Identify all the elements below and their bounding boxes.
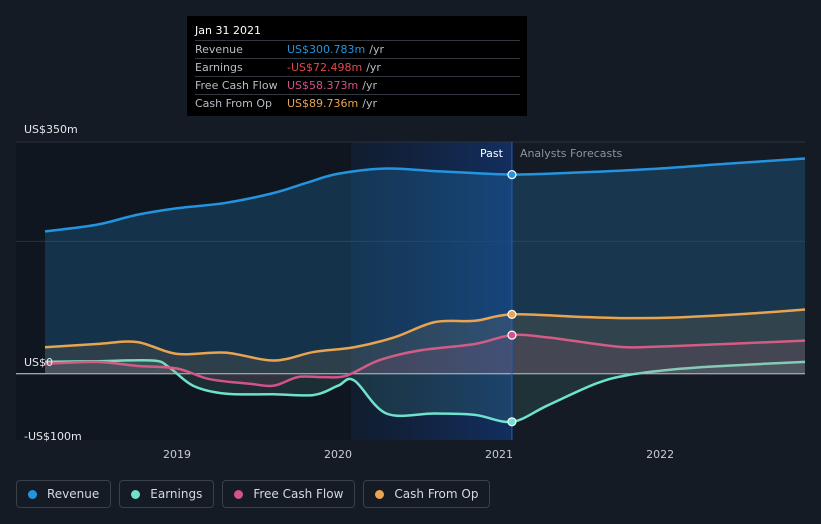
tooltip-row-earnings: Earnings -US$72.498m /yr	[195, 58, 520, 76]
tooltip-unit: /yr	[362, 97, 377, 110]
series-line-free-cash-flow	[44, 333, 806, 388]
forecast-label: Analysts Forecasts	[520, 147, 623, 160]
tooltip-unit: /yr	[369, 43, 384, 56]
y-tick-label: US$350m	[24, 123, 78, 136]
series-line-cash-from-op	[44, 308, 806, 362]
tooltip-unit: /yr	[366, 61, 381, 74]
tooltip-label: Earnings	[195, 61, 243, 74]
legend-item-cash-from-op[interactable]: Cash From Op	[363, 480, 491, 508]
tooltip-row-free-cash-flow: Free Cash Flow US$58.373m /yr	[195, 76, 520, 94]
tooltip-label: Free Cash Flow	[195, 79, 278, 92]
x-tick-label: 2022	[646, 448, 674, 461]
series-area-earnings	[44, 360, 806, 423]
marker-cash-from-op	[507, 309, 517, 319]
y-tick-label: US$0	[24, 356, 53, 369]
tooltip-row-revenue: Revenue US$300.783m /yr	[195, 40, 520, 58]
legend-item-earnings[interactable]: Earnings	[119, 480, 215, 508]
tooltip-value: US$89.736m	[287, 97, 359, 110]
chart-canvas: US$350m US$0 -US$100m 2019 2020 2021 2022 Past A…	[16, 123, 806, 461]
chart-tooltip: Jan 31 2021 Revenue US$300.783m /yr Earn…	[187, 16, 527, 116]
legend-dot-icon	[28, 489, 37, 499]
legend-dot-icon	[375, 489, 385, 499]
tooltip-value: US$58.373m	[287, 79, 359, 92]
tooltip-value: US$300.783m	[287, 43, 366, 56]
legend-label: Earnings	[150, 487, 203, 501]
past-label: Past	[480, 147, 504, 160]
legend-dot-icon	[234, 489, 244, 499]
chart-legend: Revenue Earnings Free Cash Flow Cash Fro…	[16, 480, 491, 508]
legend-dot-icon	[131, 489, 141, 499]
x-tick-label: 2019	[163, 448, 191, 461]
legend-label: Revenue	[47, 487, 100, 501]
tooltip-value: -US$72.498m	[287, 61, 363, 74]
y-tick-label: -US$100m	[24, 430, 82, 443]
legend-item-free-cash-flow[interactable]: Free Cash Flow	[222, 480, 356, 508]
tooltip-label: Cash From Op	[195, 97, 273, 110]
tooltip-label: Revenue	[195, 43, 243, 56]
x-tick-label: 2021	[485, 448, 513, 461]
tooltip-date: Jan 31 2021	[195, 24, 261, 37]
marker-revenue	[507, 169, 517, 180]
tooltip-row-cash-from-op: Cash From Op US$89.736m /yr	[195, 94, 520, 112]
legend-label: Cash From Op	[394, 487, 479, 501]
series-area-revenue	[44, 158, 806, 374]
series-area-cash-from-op	[44, 309, 806, 374]
marker-free-cash-flow	[507, 330, 517, 340]
marker-earnings	[507, 417, 517, 427]
x-tick-label: 2020	[324, 448, 352, 461]
highlight-band	[350, 142, 512, 440]
series-line-revenue	[44, 157, 806, 233]
tooltip-unit: /yr	[362, 79, 377, 92]
legend-label: Free Cash Flow	[253, 487, 344, 501]
legend-item-revenue[interactable]: Revenue	[16, 480, 112, 508]
